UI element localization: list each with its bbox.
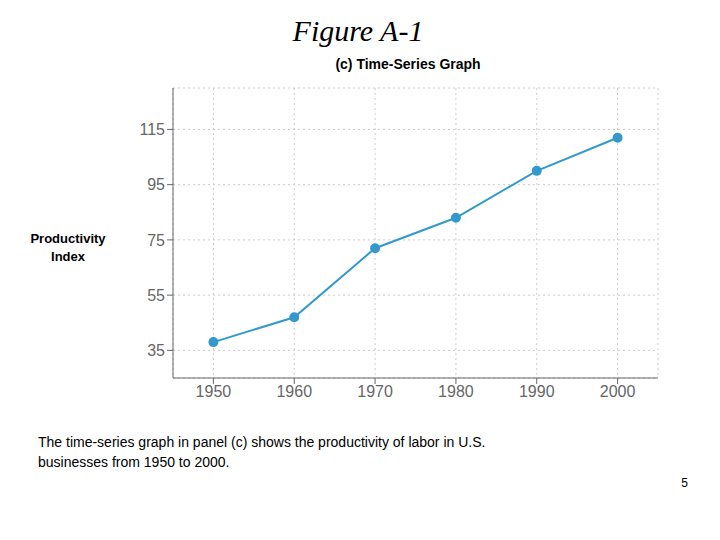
svg-text:1960: 1960 bbox=[276, 383, 312, 400]
svg-text:1990: 1990 bbox=[519, 383, 555, 400]
svg-text:55: 55 bbox=[147, 287, 165, 304]
svg-text:1980: 1980 bbox=[438, 383, 474, 400]
svg-text:95: 95 bbox=[147, 176, 165, 193]
html-text:5: 5 bbox=[681, 476, 688, 490]
svg-text:75: 75 bbox=[147, 232, 165, 249]
html-text:businesses from 1950 to 2000.: businesses from 1950 to 2000. bbox=[38, 454, 230, 470]
html-text:(c) Time-Series Graph: (c) Time-Series Graph bbox=[335, 56, 481, 72]
html-text:Index: Index bbox=[51, 249, 85, 264]
html-text:Productivity: Productivity bbox=[30, 231, 106, 246]
html-text:Figure A-1: Figure A-1 bbox=[292, 14, 424, 47]
svg-text:1950: 1950 bbox=[196, 383, 232, 400]
svg-text:1970: 1970 bbox=[357, 383, 393, 400]
svg-text:115: 115 bbox=[139, 121, 165, 138]
svg-text:35: 35 bbox=[147, 342, 165, 359]
svg-text:2000: 2000 bbox=[600, 383, 636, 400]
html-text:The time-series graph in panel: The time-series graph in panel (c) shows… bbox=[38, 434, 486, 450]
